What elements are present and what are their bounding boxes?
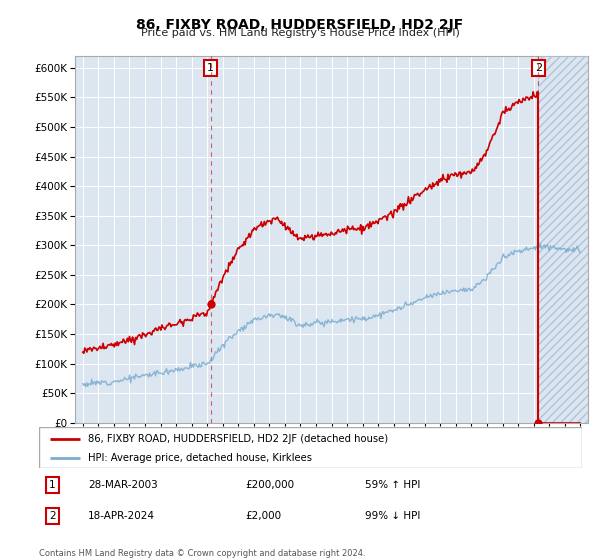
Text: 59% ↑ HPI: 59% ↑ HPI (365, 480, 420, 490)
Text: 2: 2 (535, 63, 542, 73)
Text: 99% ↓ HPI: 99% ↓ HPI (365, 511, 420, 521)
Text: £200,000: £200,000 (245, 480, 295, 490)
Text: 1: 1 (207, 63, 214, 73)
Text: Price paid vs. HM Land Registry's House Price Index (HPI): Price paid vs. HM Land Registry's House … (140, 28, 460, 38)
Text: Contains HM Land Registry data © Crown copyright and database right 2024.
This d: Contains HM Land Registry data © Crown c… (39, 549, 365, 560)
Text: 1: 1 (49, 480, 56, 490)
Text: 86, FIXBY ROAD, HUDDERSFIELD, HD2 2JF: 86, FIXBY ROAD, HUDDERSFIELD, HD2 2JF (136, 18, 464, 32)
Text: 2: 2 (49, 511, 56, 521)
Text: 28-MAR-2003: 28-MAR-2003 (88, 480, 158, 490)
Text: 18-APR-2024: 18-APR-2024 (88, 511, 155, 521)
FancyBboxPatch shape (39, 427, 582, 468)
Text: HPI: Average price, detached house, Kirklees: HPI: Average price, detached house, Kirk… (88, 452, 312, 463)
Text: 86, FIXBY ROAD, HUDDERSFIELD, HD2 2JF (detached house): 86, FIXBY ROAD, HUDDERSFIELD, HD2 2JF (d… (88, 433, 388, 444)
Text: £2,000: £2,000 (245, 511, 281, 521)
